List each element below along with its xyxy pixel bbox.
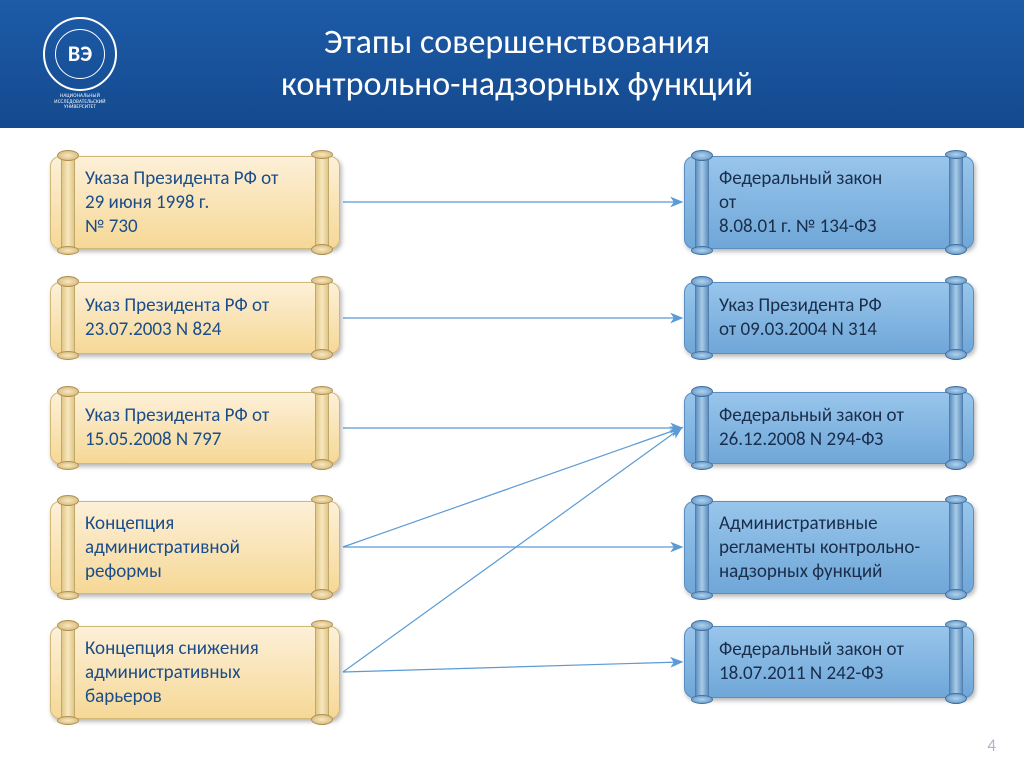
hse-logo: ВЭ НАЦИОНАЛЬНЫЙ ИССЛЕДОВАТЕЛЬСКИЙ УНИВЕР… [20, 4, 140, 124]
arrow-6 [343, 662, 681, 672]
right-box-0: Федеральный законот8.08.01 г. № 134-ФЗ [684, 156, 974, 249]
page-number: 4 [987, 735, 996, 756]
box-text: Федеральный закон от18.07.2011 N 242-ФЗ [719, 638, 904, 686]
right-box-3: Административныерегламенты контрольно-на… [684, 501, 974, 594]
box-text: Указ Президента РФот 09.03.2004 N 314 [719, 294, 882, 342]
header: ВЭ НАЦИОНАЛЬНЫЙ ИССЛЕДОВАТЕЛЬСКИЙ УНИВЕР… [0, 0, 1024, 128]
left-box-1: Указ Президента РФ от23.07.2003 N 824 [50, 282, 340, 354]
box-text: Федеральный законот8.08.01 г. № 134-ФЗ [719, 167, 882, 238]
diagram-area: Указа Президента РФ от29 июня 1998 г.№ 7… [0, 128, 1024, 768]
box-text: Указа Президента РФ от29 июня 1998 г.№ 7… [85, 167, 278, 238]
box-text: Указ Президента РФ от15.05.2008 N 797 [85, 404, 269, 452]
right-box-1: Указ Президента РФот 09.03.2004 N 314 [684, 282, 974, 354]
slide-title: Этапы совершенствования контрольно-надзо… [140, 22, 894, 107]
box-text: Административныерегламенты контрольно-на… [719, 512, 920, 583]
arrow-3 [343, 428, 681, 547]
left-box-3: Концепцияадминистративнойреформы [50, 501, 340, 594]
right-box-4: Федеральный закон от18.07.2011 N 242-ФЗ [684, 626, 974, 698]
arrow-4 [343, 428, 681, 672]
box-text: Концепция сниженияадминистративныхбарьер… [85, 637, 259, 708]
left-box-2: Указ Президента РФ от15.05.2008 N 797 [50, 392, 340, 464]
left-box-4: Концепция сниженияадминистративныхбарьер… [50, 626, 340, 719]
logo-monogram: ВЭ [55, 29, 105, 79]
box-text: Федеральный закон от26.12.2008 N 294-ФЗ [719, 404, 904, 452]
box-text: Концепцияадминистративнойреформы [85, 512, 240, 583]
box-text: Указ Президента РФ от23.07.2003 N 824 [85, 294, 269, 342]
left-box-0: Указа Президента РФ от29 июня 1998 г.№ 7… [50, 156, 340, 249]
right-box-2: Федеральный закон от26.12.2008 N 294-ФЗ [684, 392, 974, 464]
